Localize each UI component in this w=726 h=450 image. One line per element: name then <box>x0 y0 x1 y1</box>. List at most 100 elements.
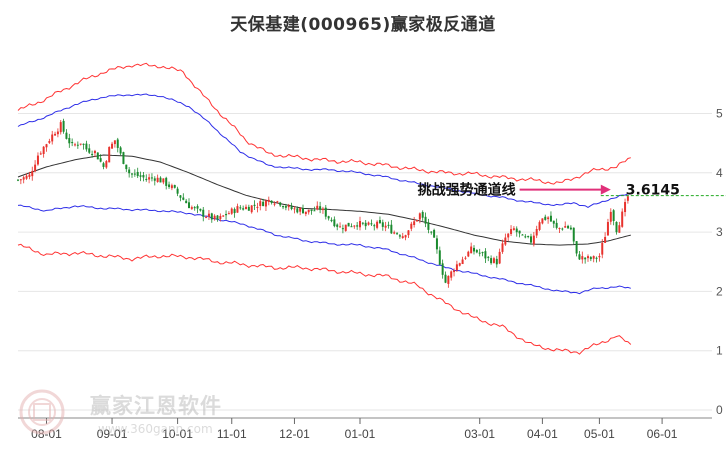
watermark: 赢家江恩软件 www.360gann.com <box>10 382 250 442</box>
x-tick-label: 05-01 <box>584 427 615 441</box>
candle-body <box>307 209 310 213</box>
candle-body <box>373 225 376 227</box>
candle-body <box>304 211 307 215</box>
candle-body <box>547 217 550 220</box>
candle-body <box>176 188 179 194</box>
x-tick-label: 04-01 <box>527 427 558 441</box>
candle-body <box>310 209 313 212</box>
candle-body <box>592 256 595 259</box>
x-tick-label: 03-01 <box>464 427 495 441</box>
candle-body <box>165 177 168 186</box>
candle-body <box>347 222 350 227</box>
candle-body <box>62 120 65 132</box>
candle-body <box>612 210 615 221</box>
candle-body <box>210 213 213 220</box>
y-tick-label: 2 <box>716 284 723 298</box>
candle-body <box>541 218 544 224</box>
candle-body <box>216 215 219 220</box>
candle-body <box>421 212 424 218</box>
candle-body <box>19 179 22 181</box>
candle-body <box>282 206 285 208</box>
candle-body <box>250 205 253 213</box>
candle-body <box>302 208 304 214</box>
candle-body <box>458 263 461 266</box>
x-tick-label: 09-01 <box>97 427 128 441</box>
candle-body <box>535 229 538 236</box>
candle-body <box>530 236 532 243</box>
candle-body <box>313 210 316 212</box>
candle-body <box>558 227 561 229</box>
candle-body <box>595 257 598 259</box>
candle-body <box>253 204 256 206</box>
candle-body <box>93 150 96 154</box>
candle-body <box>455 264 458 271</box>
y-tick-label: 3 <box>716 225 723 239</box>
candle-body <box>45 144 48 148</box>
candle-body <box>598 255 601 258</box>
annotation-value: 3.6145 <box>626 183 680 199</box>
candle-body <box>321 208 324 211</box>
candle-body <box>168 184 171 188</box>
candle-body <box>25 175 28 179</box>
candle-body <box>79 143 82 145</box>
candle-body <box>581 256 584 260</box>
candle-body <box>54 133 57 136</box>
candle-body <box>105 161 108 168</box>
mid-line <box>17 154 631 246</box>
x-tick-label: 11-01 <box>217 427 247 441</box>
candle-body <box>39 153 42 155</box>
candle-body <box>264 200 267 207</box>
candle-body <box>193 207 196 209</box>
candle-body <box>48 141 51 143</box>
watermark-logo-icon <box>19 389 65 435</box>
candle-body <box>245 206 247 210</box>
candle-body <box>108 147 111 163</box>
candle-body <box>76 144 79 146</box>
candle-body <box>418 213 421 220</box>
candle-body <box>601 242 604 255</box>
candle-body <box>319 206 322 210</box>
x-tick-label: 01-01 <box>345 427 376 441</box>
candle-body <box>538 222 541 230</box>
candle-body <box>364 222 367 227</box>
candle-body <box>279 202 282 206</box>
candle-body <box>262 201 265 207</box>
candle-body <box>381 222 384 227</box>
candle-body <box>510 229 513 234</box>
candle-body <box>42 146 45 155</box>
candle-body <box>512 228 515 230</box>
band-line-outer_lower <box>17 243 632 355</box>
candle-body <box>145 178 148 180</box>
candle-body <box>438 250 441 265</box>
candle-body <box>498 251 501 264</box>
candle-body <box>427 222 430 230</box>
candle-body <box>470 246 473 254</box>
candle-body <box>615 221 618 233</box>
candle-body <box>188 202 190 209</box>
candle-body <box>490 258 493 264</box>
candle-body <box>85 143 88 150</box>
candle-body <box>413 221 416 226</box>
candle-body <box>467 251 470 257</box>
candle-body <box>606 222 609 236</box>
candle-body <box>584 257 587 260</box>
candle-body <box>501 243 504 252</box>
candle-body <box>213 215 216 220</box>
candle-body <box>524 236 527 238</box>
candle-body <box>74 144 76 146</box>
candle-body <box>507 233 510 238</box>
candle-body <box>162 178 165 183</box>
candle-body <box>484 251 487 259</box>
candle-body <box>139 175 142 177</box>
candle-body <box>333 219 336 227</box>
y-tick-label: 1 <box>716 344 723 358</box>
candle-body <box>552 220 555 224</box>
candle-body <box>404 235 407 238</box>
annotation-label: 挑战强势通道线 <box>418 182 516 199</box>
candle-body <box>36 155 39 165</box>
candle-body <box>148 177 151 180</box>
candle-body <box>575 241 578 254</box>
band-line-outer_upper <box>17 62 631 185</box>
candle-body <box>133 173 136 175</box>
candle-body <box>196 206 199 209</box>
